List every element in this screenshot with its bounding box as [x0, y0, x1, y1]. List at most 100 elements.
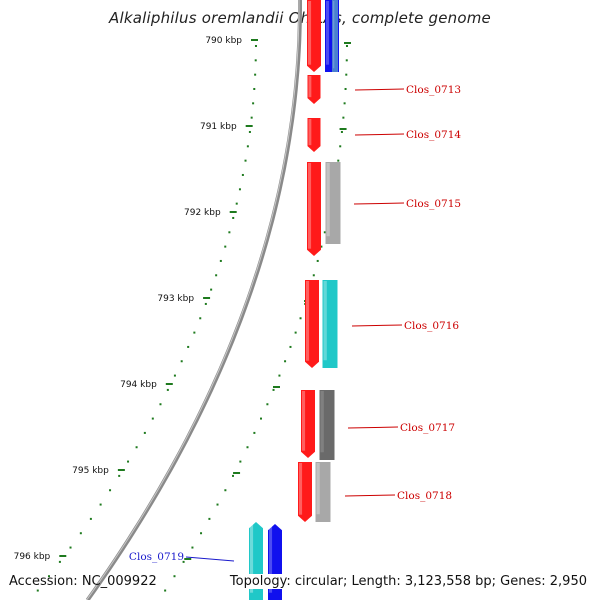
outer-ruler-dot [339, 145, 342, 148]
outer-ruler-dot [299, 317, 302, 320]
outer-ruler-dot [294, 331, 297, 334]
inner-ruler-dot [173, 374, 176, 377]
tick-label-795-kbp: 795 kbp [72, 466, 109, 476]
cds-arrow-0712 [307, 0, 321, 72]
inner-ruler-dot [238, 188, 241, 191]
inner-ruler-dot [135, 446, 138, 449]
gene-block-gray-sheen [326, 163, 330, 237]
outer-ruler-dot [208, 517, 211, 520]
tick-label-794-kbp: 794 kbp [120, 380, 157, 390]
outer-ruler-dot [345, 59, 348, 62]
inner-ruler-dot [193, 331, 196, 334]
outer-ruler-dot [316, 259, 319, 262]
gene-block-blue-sheen [326, 1, 330, 65]
inner-ruler-dot [69, 546, 72, 549]
outer-ruler-dot [272, 388, 275, 391]
outer-ruler-dot [216, 503, 219, 506]
outer-ruler-dot [345, 45, 348, 47]
gene-label-Clos_0716: Clos_0716 [404, 320, 459, 332]
gene-block-gray-body [325, 162, 341, 244]
gene-label-Clos_0714: Clos_0714 [406, 129, 461, 141]
inner-ruler-dot [109, 489, 112, 492]
inner-ruler-dot [254, 45, 257, 47]
inner-ruler-dot [58, 560, 61, 563]
gene-labels: Clos_0713 Clos_0714 Clos_0715 Clos_0716 Clos… [129, 84, 461, 563]
inner-ruler-dot [127, 460, 130, 463]
gene-block-steel-sheen [333, 1, 335, 69]
cds-arrow-0713 [307, 75, 321, 104]
outer-ruler-dot [342, 116, 345, 119]
leader-line-Clos_0713 [354, 88, 405, 91]
backbone-highlight [86, 0, 300, 600]
inner-ruler-dot [248, 130, 251, 133]
tick-label-790-kbp: 790 kbp [205, 36, 242, 46]
inner-ruler-dot [235, 202, 238, 205]
gene-block-dark-gray-sheen [320, 391, 324, 453]
inner-ruler-dot [89, 517, 92, 520]
inner-ruler-dot [36, 589, 39, 592]
inner-ruler-dot [232, 216, 235, 219]
gene-arrow-0719-blue-sheen [269, 525, 273, 593]
gene-label-Clos_0717: Clos_0717 [400, 422, 455, 434]
gene-label-Clos_0719: Clos_0719 [129, 551, 184, 563]
outer-ruler-dot [344, 87, 347, 90]
inner-ruler-dot [250, 116, 253, 119]
outer-ruler-dot [284, 360, 287, 363]
backbone-line [85, 0, 302, 600]
leader-line-Clos_0717 [347, 426, 399, 429]
inner-ruler-dot [187, 345, 190, 348]
genome-backbone [85, 0, 302, 600]
inner-ruler-dot [252, 102, 255, 105]
cds-arrow-0715 [307, 162, 321, 256]
inner-ruler-dot [99, 503, 102, 506]
inner-ruler-dot [118, 474, 121, 477]
gene-block-steel [332, 0, 338, 72]
gene-block-gray [325, 162, 341, 244]
inner-ruler-dot [159, 403, 162, 406]
inner-ruler-dot [79, 532, 82, 535]
gene-block-dark-gray [319, 390, 335, 460]
tick-label-791-kbp: 791 kbp [200, 122, 237, 132]
cds-arrow-0716 [305, 280, 319, 368]
gene-label-Clos_0718: Clos_0718 [397, 490, 452, 502]
leader-line-Clos_0716 [351, 324, 403, 327]
cds-arrow-0715-body [307, 162, 321, 256]
outer-ruler-dot [278, 374, 281, 377]
gene-label-Clos_0715: Clos_0715 [406, 198, 461, 210]
leader-line-Clos_0714 [354, 133, 405, 136]
outer-ruler-dot [239, 460, 242, 463]
inner-ruler-dot [151, 417, 154, 420]
leader-line-Clos_0718 [344, 494, 396, 497]
cds-arrow-0713-sheen [308, 76, 312, 98]
leader-line-Clos_0719 [185, 556, 235, 562]
inner-ruler-dot [254, 59, 257, 62]
gene-label-Clos_0713: Clos_0713 [406, 84, 461, 96]
gene-block-cyan-sheen [323, 281, 327, 361]
outer-ruler-dot [266, 403, 269, 406]
accession-text: Accession: NC_009922 [9, 574, 157, 589]
cds-arrow-0716-body [305, 280, 319, 368]
inner-ruler-dot [253, 87, 256, 90]
inner-ruler-dot [204, 302, 207, 305]
gene-block-light-gray [315, 462, 331, 522]
cds-arrow-0714-sheen [308, 119, 312, 146]
outer-ruler-dot [182, 560, 185, 563]
gene-arrow-0719-cyan-sheen [250, 523, 254, 593]
gene-block-dark-gray-body [319, 390, 335, 460]
cds-arrow-0712-body [307, 0, 321, 72]
leader-line-Clos_0715 [353, 202, 405, 205]
outer-ruler-dot [337, 159, 340, 162]
inner-ruler-dot [210, 288, 213, 291]
outer-ruler-dot [320, 245, 323, 248]
inner-ruler-dot [228, 231, 231, 234]
tick-label-792-kbp: 792 kbp [184, 208, 221, 218]
cds-arrow-0717-body [301, 390, 315, 458]
cds-arrow-0717-sheen [302, 391, 306, 451]
inner-ruler-dot [166, 388, 169, 391]
inner-ruler-dot [47, 575, 50, 578]
gene-block-cyan [322, 280, 338, 368]
cds-arrow-0715-sheen [308, 163, 312, 249]
cds-arrow-0713-body [307, 75, 321, 104]
tick-label-796-kbp: 796 kbp [14, 552, 51, 562]
